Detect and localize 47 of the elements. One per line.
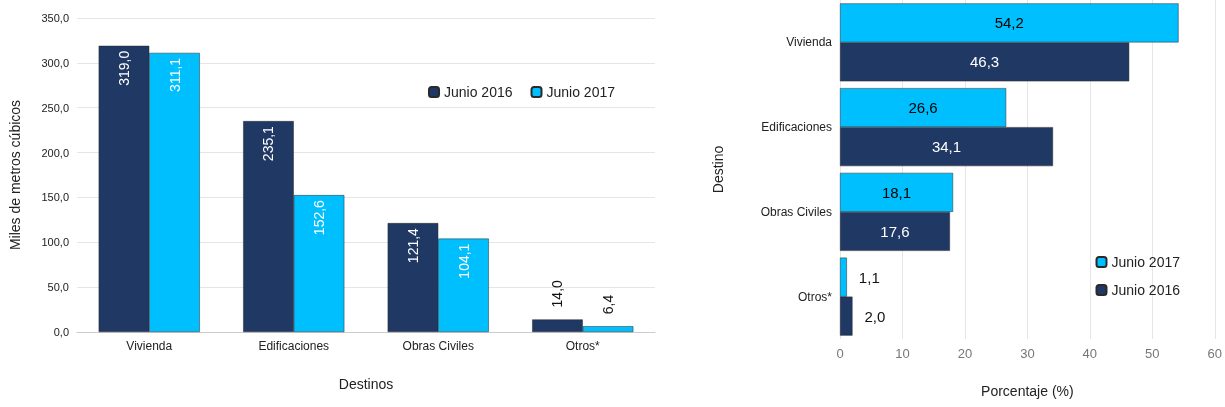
data-label: 319,0 <box>115 50 132 86</box>
x-tick-label: Obras Civiles <box>402 339 474 353</box>
x-tick-label: 60 <box>1207 346 1222 361</box>
x-tick-label: 10 <box>895 346 910 361</box>
data-label: 17,6 <box>880 222 910 240</box>
legend-label: Junio 2016 <box>1111 282 1181 298</box>
y-tick-label: Obras Civiles <box>760 204 832 219</box>
data-label: 18,1 <box>881 183 912 201</box>
x-axis-title: Porcentaje (%) <box>981 383 1074 399</box>
y-axis-title: Miles de metros cúbicos <box>7 99 23 251</box>
x-tick-label: 40 <box>1082 346 1098 361</box>
data-label: 34,1 <box>931 138 962 156</box>
y-tick-label: Otros* <box>797 289 833 304</box>
data-label: 235,1 <box>260 125 277 162</box>
x-tick-label: 20 <box>957 346 973 361</box>
x-axis-title: Destinos <box>338 376 394 392</box>
y-axis-title: Destino <box>710 145 726 194</box>
data-label: 152,6 <box>311 199 328 236</box>
data-label: 54,2 <box>994 14 1024 32</box>
legend-label: Junio 2017 <box>546 84 616 100</box>
y-tick-label: 50,0 <box>47 281 69 294</box>
data-label: 2,0 <box>864 307 886 325</box>
y-tick-label: 200,0 <box>41 146 69 159</box>
data-label: 14,0 <box>549 279 566 308</box>
x-tick-label: Vivienda <box>126 339 173 353</box>
data-label: 121,4 <box>404 227 421 264</box>
y-tick-label: 300,0 <box>41 56 69 69</box>
data-label: 26,6 <box>908 99 938 117</box>
y-tick-label: 100,0 <box>41 236 69 249</box>
y-tick-label: 0,0 <box>53 326 69 338</box>
x-tick-label: Otros* <box>565 339 601 353</box>
legend-label: Junio 2016 <box>443 84 513 100</box>
legend-label: Junio 2017 <box>1111 254 1181 270</box>
data-label: 104,1 <box>455 243 472 279</box>
data-label: 311,1 <box>166 57 183 92</box>
y-tick-label: Vivienda <box>786 35 833 50</box>
x-tick-label: 30 <box>1020 346 1035 361</box>
data-label: 46,3 <box>970 53 1000 71</box>
y-tick-label: 350,0 <box>41 12 69 24</box>
data-label: 6,4 <box>600 294 617 315</box>
x-tick-label: 0 <box>836 346 844 361</box>
y-tick-label: 150,0 <box>41 191 69 204</box>
x-tick-label: Edificaciones <box>258 339 330 353</box>
y-tick-label: Edificaciones <box>761 120 832 135</box>
y-tick-label: 250,0 <box>41 101 69 114</box>
x-tick-label: 50 <box>1145 346 1160 361</box>
data-label: 1,1 <box>858 268 880 286</box>
